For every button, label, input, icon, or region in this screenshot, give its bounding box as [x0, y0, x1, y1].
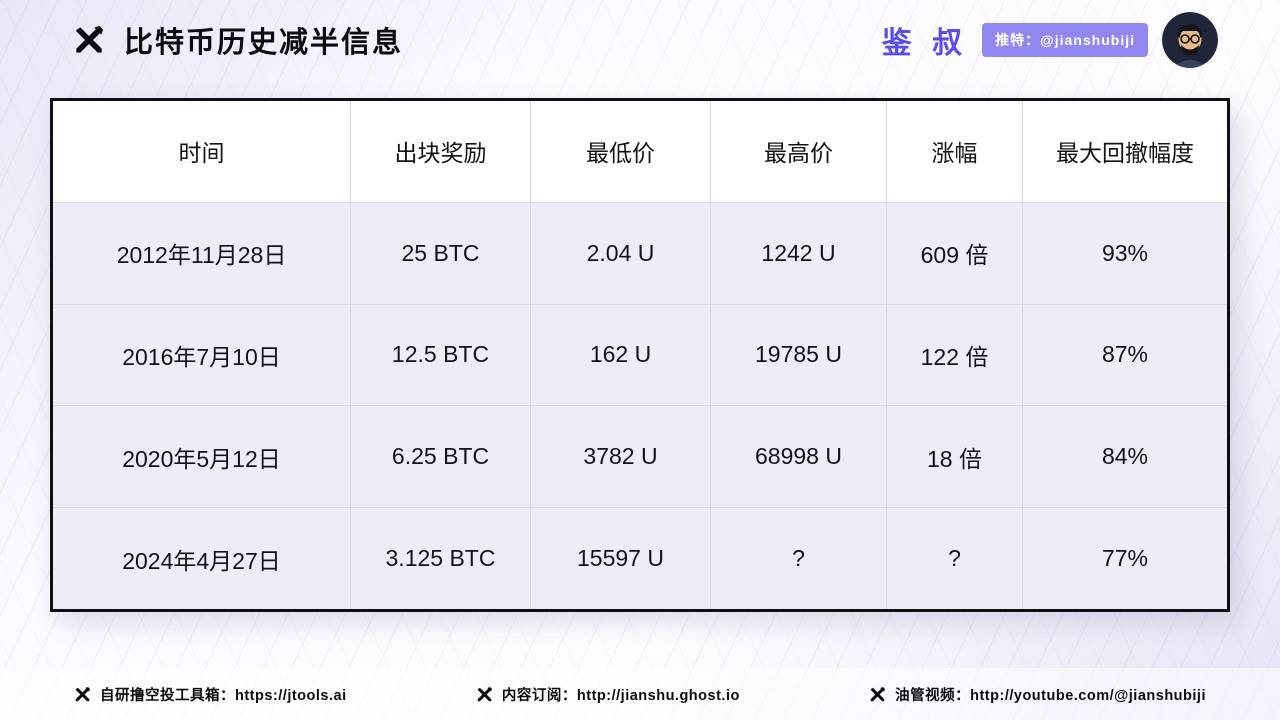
table-header-cell: 最高价	[711, 101, 887, 202]
table-cell: 68998 U	[711, 406, 887, 508]
table-cell: 2.04 U	[531, 202, 711, 304]
table-cell: 15597 U	[531, 508, 711, 609]
halving-history-table: 时间 出块奖励 最低价 最高价 涨幅 最大回撤幅度 2012年11月28日 25 BTC 2.…	[50, 98, 1230, 612]
table-row: 2012年11月28日 25 BTC 2.04 U 1242 U 609 倍 93%	[53, 201, 1227, 304]
table-cell: 609 倍	[887, 202, 1023, 304]
table-cell: 3.125 BTC	[351, 508, 531, 609]
table-row: 2016年7月10日 12.5 BTC 162 U 19785 U 122 倍 87%	[53, 303, 1227, 406]
table-header-row: 时间 出块奖励 最低价 最高价 涨幅 最大回撤幅度	[53, 101, 1227, 202]
table-cell: 25 BTC	[351, 202, 531, 304]
pickaxe-icon	[74, 686, 91, 703]
avatar	[1162, 12, 1218, 68]
table-cell: 3782 U	[531, 406, 711, 508]
footer-link-item: 内容订阅：http://jianshu.ghost.io	[476, 684, 740, 705]
table-cell: ?	[711, 508, 887, 609]
header-right: 鉴 叔 推特：@jianshubiji	[882, 12, 1218, 68]
table-cell: 12.5 BTC	[351, 304, 531, 406]
pickaxe-logo-icon	[72, 23, 106, 57]
table-header-cell: 涨幅	[887, 101, 1023, 202]
footer-link-text: 自研撸空投工具箱：https://jtools.ai	[100, 687, 347, 704]
table-header-cell: 时间	[53, 101, 351, 202]
footer-link-text: 内容订阅：http://jianshu.ghost.io	[501, 687, 740, 704]
table-row: 2024年4月27日 3.125 BTC 15597 U?? 77%	[53, 507, 1227, 609]
twitter-handle-badge: 推特：@jianshubiji	[982, 23, 1148, 57]
table-cell: 2020年5月12日	[53, 406, 351, 508]
table-cell: 93%	[1101, 239, 1149, 266]
table-cell: ?	[887, 508, 1023, 609]
table-cell: 2016年7月10日	[53, 304, 351, 406]
table-cell: 122 倍	[887, 304, 1023, 406]
table-cell: 87%	[1101, 341, 1149, 368]
table-cell: 84%	[1101, 443, 1149, 470]
table-cell: 2024年4月27日	[53, 508, 351, 609]
table-cell: 2012年11月28日	[53, 202, 351, 304]
header: 比特币历史减半信息 鉴 叔 推特：@jianshubiji	[0, 0, 1280, 80]
table-header-cell: 最大回撤幅度	[1056, 140, 1194, 167]
footer-link-item: 油管视频：http://youtube.com/@jianshubiji	[869, 684, 1206, 705]
table-row: 2020年5月12日 6.25 BTC 3782 U 68998 U 18 倍 84%	[53, 405, 1227, 508]
table-cell: 1242 U	[711, 202, 887, 304]
brand-name: 鉴 叔	[881, 27, 969, 60]
footer-link-item: 自研撸空投工具箱：https://jtools.ai	[74, 684, 347, 705]
footer: 自研撸空投工具箱：https://jtools.ai 内容订阅：http://j…	[0, 668, 1280, 720]
pickaxe-icon	[476, 686, 493, 703]
table-header-cell: 出块奖励	[351, 101, 531, 202]
pickaxe-icon	[869, 686, 886, 703]
table-cell: 6.25 BTC	[351, 406, 531, 508]
footer-link-text: 油管视频：http://youtube.com/@jianshubiji	[895, 687, 1206, 704]
table-cell: 19785 U	[711, 304, 887, 406]
table-cell: 77%	[1101, 545, 1149, 572]
table-cell: 162 U	[531, 304, 711, 406]
table-header-cell: 最低价	[531, 101, 711, 202]
page-title: 比特币历史减半信息	[124, 27, 404, 59]
table-cell: 18 倍	[887, 406, 1023, 508]
